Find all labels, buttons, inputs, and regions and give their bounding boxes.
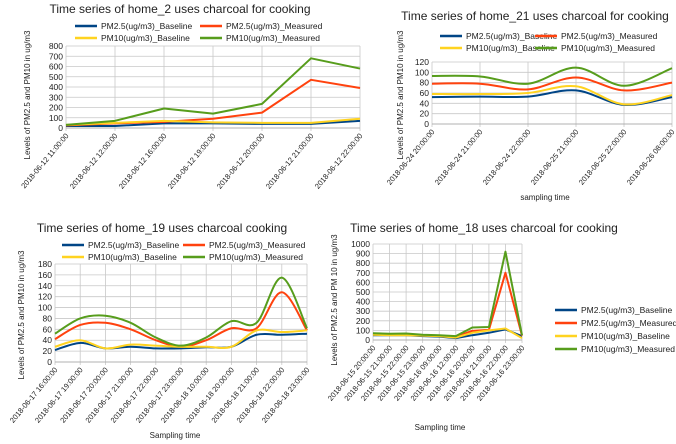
chart-4: Time series of home_18 uses charcoal for… [326,221,676,432]
x-tick-label: 2018-06-12 16:00:00 [117,132,169,191]
y-axis-label: Levels of PM2.5 and PM10 in ug/m3 [396,30,405,160]
chart-title: Time series of home_21 uses charcoal for… [401,9,669,23]
x-axis-label: sampling time [520,193,570,202]
series-line-pm10-ug-m3-baseline [431,84,673,106]
x-axis-label: Sampling time [150,431,201,440]
y-tick-label: 0 [365,335,370,345]
legend-label: PM2.5(ug/m3)_Measured [581,318,676,328]
y-tick-label: 40 [420,98,430,108]
y-tick-label: 100 [415,67,429,77]
x-tick-label: 2018-06-12 12:00:00 [68,132,120,191]
x-tick-label: 2018-06-25 22:00:00 [577,128,629,187]
y-tick-label: 80 [420,78,430,88]
legend-label: PM2.5(ug/m3)_Measured [226,21,323,31]
y-tick-label: 20 [43,346,53,356]
x-tick-label: 2018-06-12 19:00:00 [166,132,218,191]
y-tick-label: 400 [49,82,63,92]
x-tick-label: 2018-06-26 08:00:00 [625,128,676,187]
legend-label: PM10(ug/m3)_Measured [561,43,655,53]
x-axis-label: Sampling time [415,423,466,432]
y-tick-label: 160 [38,270,52,280]
legend-label: PM10(ug/m3)_Measured [209,252,303,262]
y-tick-label: 700 [356,268,370,278]
y-tick-label: 800 [49,41,63,51]
y-tick-label: 900 [356,249,370,259]
y-tick-label: 200 [356,316,370,326]
y-tick-label: 1000 [351,239,370,249]
x-tick-label: 2018-06-24 22:00:00 [481,128,533,187]
x-tick-label: 2018-06-24 21:00:00 [433,128,485,187]
legend-label: PM10(ug/m3)_Baseline [466,43,555,53]
y-tick-label: 0 [424,119,429,129]
y-axis-label: Levels of PM2.5 and PM10 in ug/m3 [23,30,32,160]
legend-label: PM10(ug/m3)_Baseline [581,331,670,341]
x-tick-label: 2018-06-12 22:00:00 [313,132,365,191]
legend-label: PM2.5(ug/m3)_Baseline [466,31,557,41]
x-tick-label: 2018-06-12 20:00:00 [215,132,267,191]
series-line-pm2-5-ug-m3-measured [431,76,673,92]
chart-title: Time series of home_19 uses charcoal coo… [37,221,287,235]
legend-label: PM10(ug/m3)_Baseline [101,33,190,43]
legend-label: PM2.5(ug/m3)_Baseline [101,21,192,31]
legend-label: PM2.5(ug/m3)_Measured [209,240,306,250]
legend-label: PM2.5(ug/m3)_Measured [561,31,658,41]
y-tick-label: 200 [49,103,63,113]
x-tick-label: 2018-06-18 23:00:00 [260,366,312,425]
legend-label: PM10(ug/m3)_Measured [581,344,675,354]
series-line-pm10-ug-m3-measured [372,250,523,338]
y-tick-label: 120 [38,292,52,302]
chart-2: Time series of home_21 uses charcoal for… [385,9,676,202]
y-axis-label: Levels of PM2.5 and PM10 in ug/m3 [17,250,26,380]
chart-3: Time series of home_19 uses charcoal coo… [8,221,312,440]
y-tick-label: 20 [420,109,430,119]
y-tick-label: 0 [58,123,63,133]
y-tick-label: 100 [356,325,370,335]
x-tick-label: 2018-06-25 21:00:00 [529,128,581,187]
y-tick-label: 100 [38,303,52,313]
x-tick-label: 2018-06-12 21:00:00 [264,132,316,191]
series-line-pm10-ug-m3-baseline [372,327,523,339]
chart-title: Time series of home_2 uses charcoal for … [49,2,310,16]
y-tick-label: 300 [356,306,370,316]
chart-1: Time series of home_2 uses charcoal for … [19,2,364,191]
series-line-pm10-ug-m3-measured [431,66,673,87]
y-tick-label: 500 [49,72,63,82]
y-tick-label: 120 [415,57,429,67]
chart-title: Time series of home_18 uses charcoal for… [350,221,618,235]
x-tick-label: 2018-06-24 20:00:00 [385,128,437,187]
y-tick-label: 60 [420,88,430,98]
y-tick-label: 80 [43,313,53,323]
legend-label: PM2.5(ug/m3)_Baseline [88,240,179,250]
y-axis-label: Levels of PM2.5 and PM 10 in ug/m3 [330,234,339,366]
y-tick-label: 700 [49,51,63,61]
y-tick-label: 600 [356,277,370,287]
legend-label: PM10(ug/m3)_Baseline [88,252,177,262]
y-tick-label: 60 [43,324,53,334]
y-tick-label: 300 [49,92,63,102]
y-tick-label: 0 [47,357,52,367]
y-tick-label: 800 [356,258,370,268]
y-tick-label: 40 [43,335,53,345]
y-tick-label: 180 [38,259,52,269]
y-tick-label: 140 [38,281,52,291]
legend-label: PM2.5(ug/m3)_Baseline [581,305,672,315]
y-tick-label: 600 [49,62,63,72]
legend-label: PM10(ug/m3)_Measured [226,33,320,43]
y-tick-label: 100 [49,113,63,123]
y-tick-label: 500 [356,287,370,297]
y-tick-label: 400 [356,297,370,307]
